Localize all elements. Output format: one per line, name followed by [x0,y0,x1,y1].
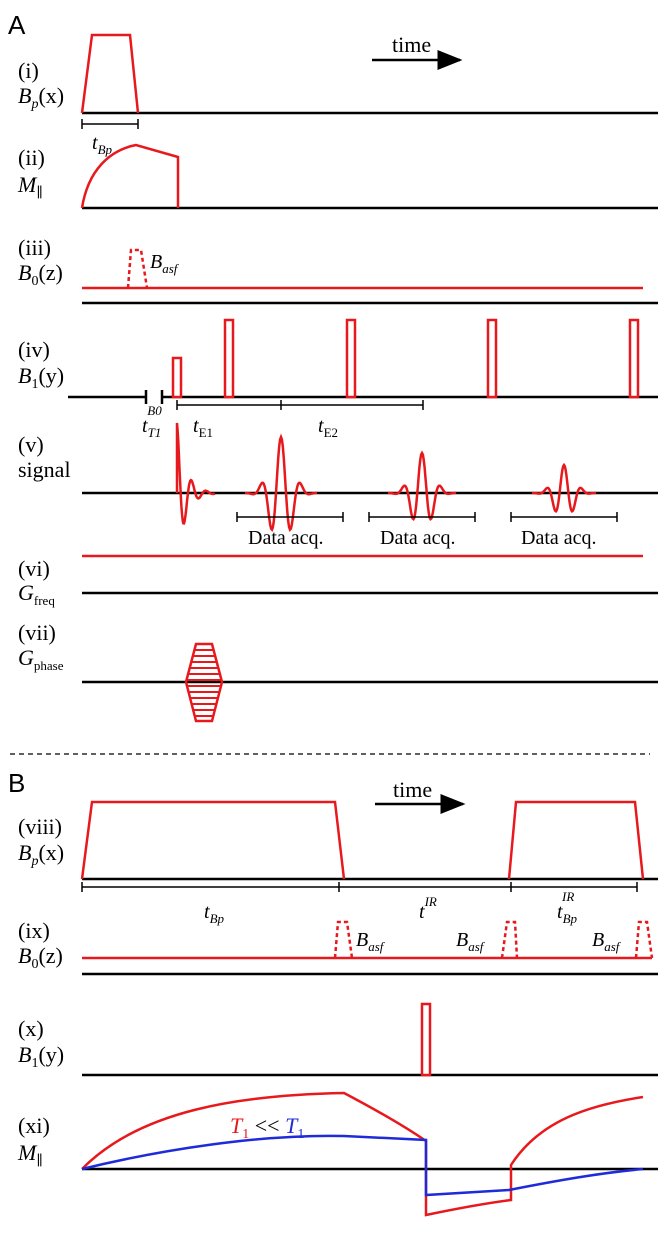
row-viii: (viii) Bp(x) tBp tIR tBpIR [18,800,658,926]
row-iv-label: B1(y) [18,363,64,392]
m-parallel-a [80,143,180,209]
b-asf-pulse-b-2 [500,920,519,959]
time-label-b: time [393,777,432,802]
row-ii: (ii) M∥ [17,143,658,210]
row-iv-roman: (iv) [18,337,50,362]
row-viii-roman: (viii) [18,814,62,839]
row-ix: (ix) B0(z) Basf Basf Basf [18,918,658,976]
panel-a-letter: A [8,10,26,40]
row-x-label: B1(y) [18,1042,64,1071]
m-parallel-short-t1 [81,1091,644,1217]
data-acq-2: Data acq. [380,527,456,549]
echo-signal-3 [532,462,596,514]
row-viii-label: Bp(x) [18,840,64,869]
b-asf-pulse-b-1 [333,920,354,959]
rf-180-pulse-3 [486,318,498,399]
time-arrow-a: time [372,32,463,70]
row-ii-label: M∥ [17,172,43,201]
row-vii: (vii) Gphase [18,620,658,723]
row-vii-label: Gphase [18,645,64,673]
t-bp-b: tBp [204,901,225,926]
rf-90-pulse [171,356,183,399]
row-xi-label: M∥ [17,1140,43,1169]
row-x: (x) B1(y) [18,1002,658,1077]
t-t1-b0: tT1B0 [142,403,162,440]
phase-encode-steps [186,649,222,717]
row-vi-label: Gfreq [18,580,55,608]
row-xi: (xi) M∥ T1 << T1 [17,1091,658,1217]
rf-180-pulse-2 [345,318,357,399]
row-vii-roman: (vii) [18,620,56,645]
fid-signal [175,422,216,525]
b-asf-b-1: Basf [356,929,386,954]
t-bp-ir: tBpIR [557,889,578,926]
t-bp-a: tBp [92,132,113,157]
t-e1: tE1 [193,415,213,440]
phase-gradient-table [184,642,224,723]
b-asf-b-2: Basf [456,929,486,954]
rf-180-pulse-4 [628,318,640,399]
row-iv: (iv) B1(y) tT1B0 tE1 tE2 [18,318,658,440]
t-e2: tE2 [318,415,338,440]
row-v-label: signal [18,457,71,482]
row-ix-roman: (ix) [18,918,50,943]
row-ix-label: B0(z) [18,943,63,972]
row-vi-roman: (vi) [18,556,50,581]
row-v: (v) signal Data acq. Data acq. Data acq. [18,422,658,549]
echo-signal-1 [245,433,317,532]
echo-signal-2 [388,450,456,522]
bp-pulse-b-2 [507,800,645,880]
time-arrow-b: time [375,777,466,814]
t1-comparison-legend: T1 << T1 [230,1113,304,1142]
bp-pulse-b-1 [80,800,346,880]
row-vi: (vi) Gfreq [18,554,658,608]
row-v-roman: (v) [18,432,44,457]
row-x-roman: (x) [18,1016,44,1041]
data-acq-1: Data acq. [248,527,324,549]
rf-180-pulse-1 [223,318,235,399]
data-acq-3: Data acq. [521,527,597,549]
time-label-a: time [392,32,431,57]
b-asf-pulse-a [126,248,149,289]
m-parallel-long-t1 [81,1134,644,1197]
row-xi-roman: (xi) [18,1113,50,1138]
b-asf-b-3: Basf [592,929,622,954]
b-asf-pulse-b-3 [634,920,654,959]
b-asf-a: Basf [150,251,180,276]
row-iii: (iii) B0(z) Basf [18,235,658,305]
panel-b-letter: B [8,768,25,798]
rf-inversion-pulse [420,1002,432,1077]
row-i-roman: (i) [18,58,39,83]
row-iii-label: B0(z) [18,260,63,289]
row-ii-roman: (ii) [18,145,45,170]
t-ir: tIR [419,894,437,923]
bp-pulse-a [80,33,140,114]
row-i: (i) Bp(x) tBp [18,33,658,157]
row-i-label: Bp(x) [18,83,64,112]
row-iii-roman: (iii) [18,235,51,260]
